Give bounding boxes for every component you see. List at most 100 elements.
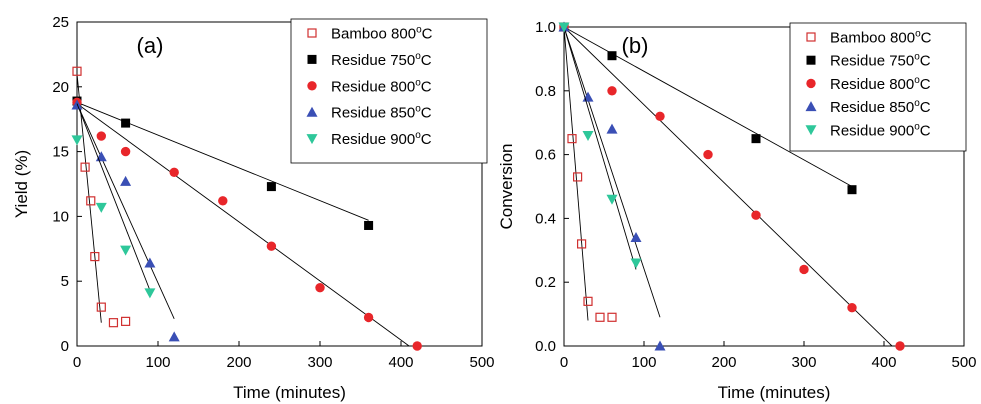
data-point (630, 232, 642, 243)
data-point (144, 288, 156, 299)
x-tick-label: 300 (307, 354, 332, 371)
y-tick-label: 0.2 (535, 274, 556, 291)
data-point (95, 202, 107, 213)
data-point (607, 51, 617, 61)
data-point (847, 303, 857, 313)
y-tick-label: 0.0 (535, 338, 556, 355)
data-point (72, 66, 82, 76)
data-point (582, 91, 594, 102)
data-point (364, 220, 374, 230)
panel-label: (a) (137, 33, 164, 58)
plot-frame (563, 26, 965, 347)
y-tick-label: 20 (52, 79, 69, 96)
data-point (96, 302, 106, 312)
panel-a: 0 100 200 300 400 500 0 5 10 15 20 25 Time (minutes)… (12, 14, 495, 402)
fit-line (76, 73, 102, 323)
x-axis-label: Time (minutes) (233, 383, 346, 402)
legend-entry: Residue 800oC (331, 77, 432, 95)
legend-marker (307, 28, 317, 38)
x-tick-label: 200 (226, 354, 251, 371)
legend-marker (805, 125, 817, 136)
x-tick-label: 300 (791, 354, 816, 371)
legend-marker (806, 78, 816, 89)
legend-entry: Bamboo 800oC (331, 25, 433, 43)
data-point (630, 258, 642, 269)
legend-marker (307, 54, 317, 64)
legend: Bamboo 800oC Residue 750oC Residue 800oC Re… (290, 18, 488, 164)
legend-entry: Residue 800oC (830, 75, 931, 93)
panel-b: 0 100 200 300 400 500 0.0 0.2 0.4 0.6 0.8 1.0 Time (… (497, 19, 977, 402)
legend-box (789, 22, 967, 152)
legend-entry: Residue 750oC (830, 52, 931, 70)
x-tick-label: 500 (951, 354, 976, 371)
fit-line (76, 103, 175, 319)
data-point (558, 22, 570, 33)
fit-line (563, 26, 893, 347)
legend-marker (307, 81, 317, 91)
fit-line (76, 103, 410, 347)
data-point (412, 341, 422, 351)
data-point (315, 282, 325, 293)
data-point (144, 257, 156, 268)
y-tick-label: 1.0 (535, 19, 556, 36)
data-point (218, 196, 228, 206)
data-point (703, 149, 713, 160)
x-axis-label: Time (minutes) (718, 383, 831, 402)
data-point (169, 167, 179, 178)
data-point (266, 182, 276, 192)
data-point (96, 131, 107, 141)
y-axis-label: Conversion (497, 144, 516, 230)
data-point (567, 134, 577, 144)
legend-entry: Residue 750oC (331, 51, 432, 69)
data-point (595, 312, 605, 322)
series (558, 22, 642, 270)
series (72, 66, 131, 328)
y-tick-label: 0 (61, 338, 69, 355)
y-tick-label: 15 (52, 144, 69, 161)
y-tick-label: 5 (61, 273, 69, 290)
x-tick-label: 0 (73, 354, 81, 371)
legend-entry: Bamboo 800oC (830, 29, 932, 47)
data-point (606, 123, 618, 134)
data-point (71, 135, 83, 146)
series (558, 21, 666, 351)
fit-line (563, 26, 589, 321)
panel-label: (b) (622, 33, 649, 58)
data-point (80, 162, 90, 172)
data-point (576, 239, 587, 249)
legend-marker (805, 101, 817, 112)
x-tick-label: 0 (560, 354, 568, 371)
fit-line (563, 26, 637, 270)
data-point (607, 312, 617, 322)
data-point (751, 134, 761, 144)
legend-entry: Residue 900oC (331, 130, 432, 148)
legend-marker (806, 32, 816, 42)
legend-entry: Residue 850oC (331, 104, 432, 122)
data-point (654, 340, 666, 351)
x-tick-label: 500 (469, 354, 494, 371)
x-tick-label: 200 (711, 354, 736, 371)
fit-line (563, 26, 661, 318)
data-point (607, 86, 617, 96)
data-point (120, 146, 131, 157)
series (559, 22, 905, 351)
legend-entry: Residue 900oC (830, 121, 931, 139)
plot-frame (76, 21, 483, 347)
data-point (86, 196, 96, 206)
x-tick-label: 400 (388, 354, 413, 371)
x-tick-label: 100 (631, 354, 656, 371)
data-point (606, 194, 618, 205)
legend-marker (306, 134, 318, 145)
data-point (895, 341, 905, 351)
legend-entry: Residue 850oC (830, 98, 931, 116)
data-point (572, 172, 583, 182)
data-point (168, 331, 180, 342)
y-axis-label: Yield (%) (12, 150, 31, 218)
data-point (120, 316, 131, 326)
data-point (751, 210, 761, 220)
legend: Bamboo 800oC Residue 750oC Residue 800oC Re… (789, 22, 967, 152)
data-point (120, 175, 132, 186)
data-point (120, 245, 132, 256)
data-point (90, 251, 100, 262)
